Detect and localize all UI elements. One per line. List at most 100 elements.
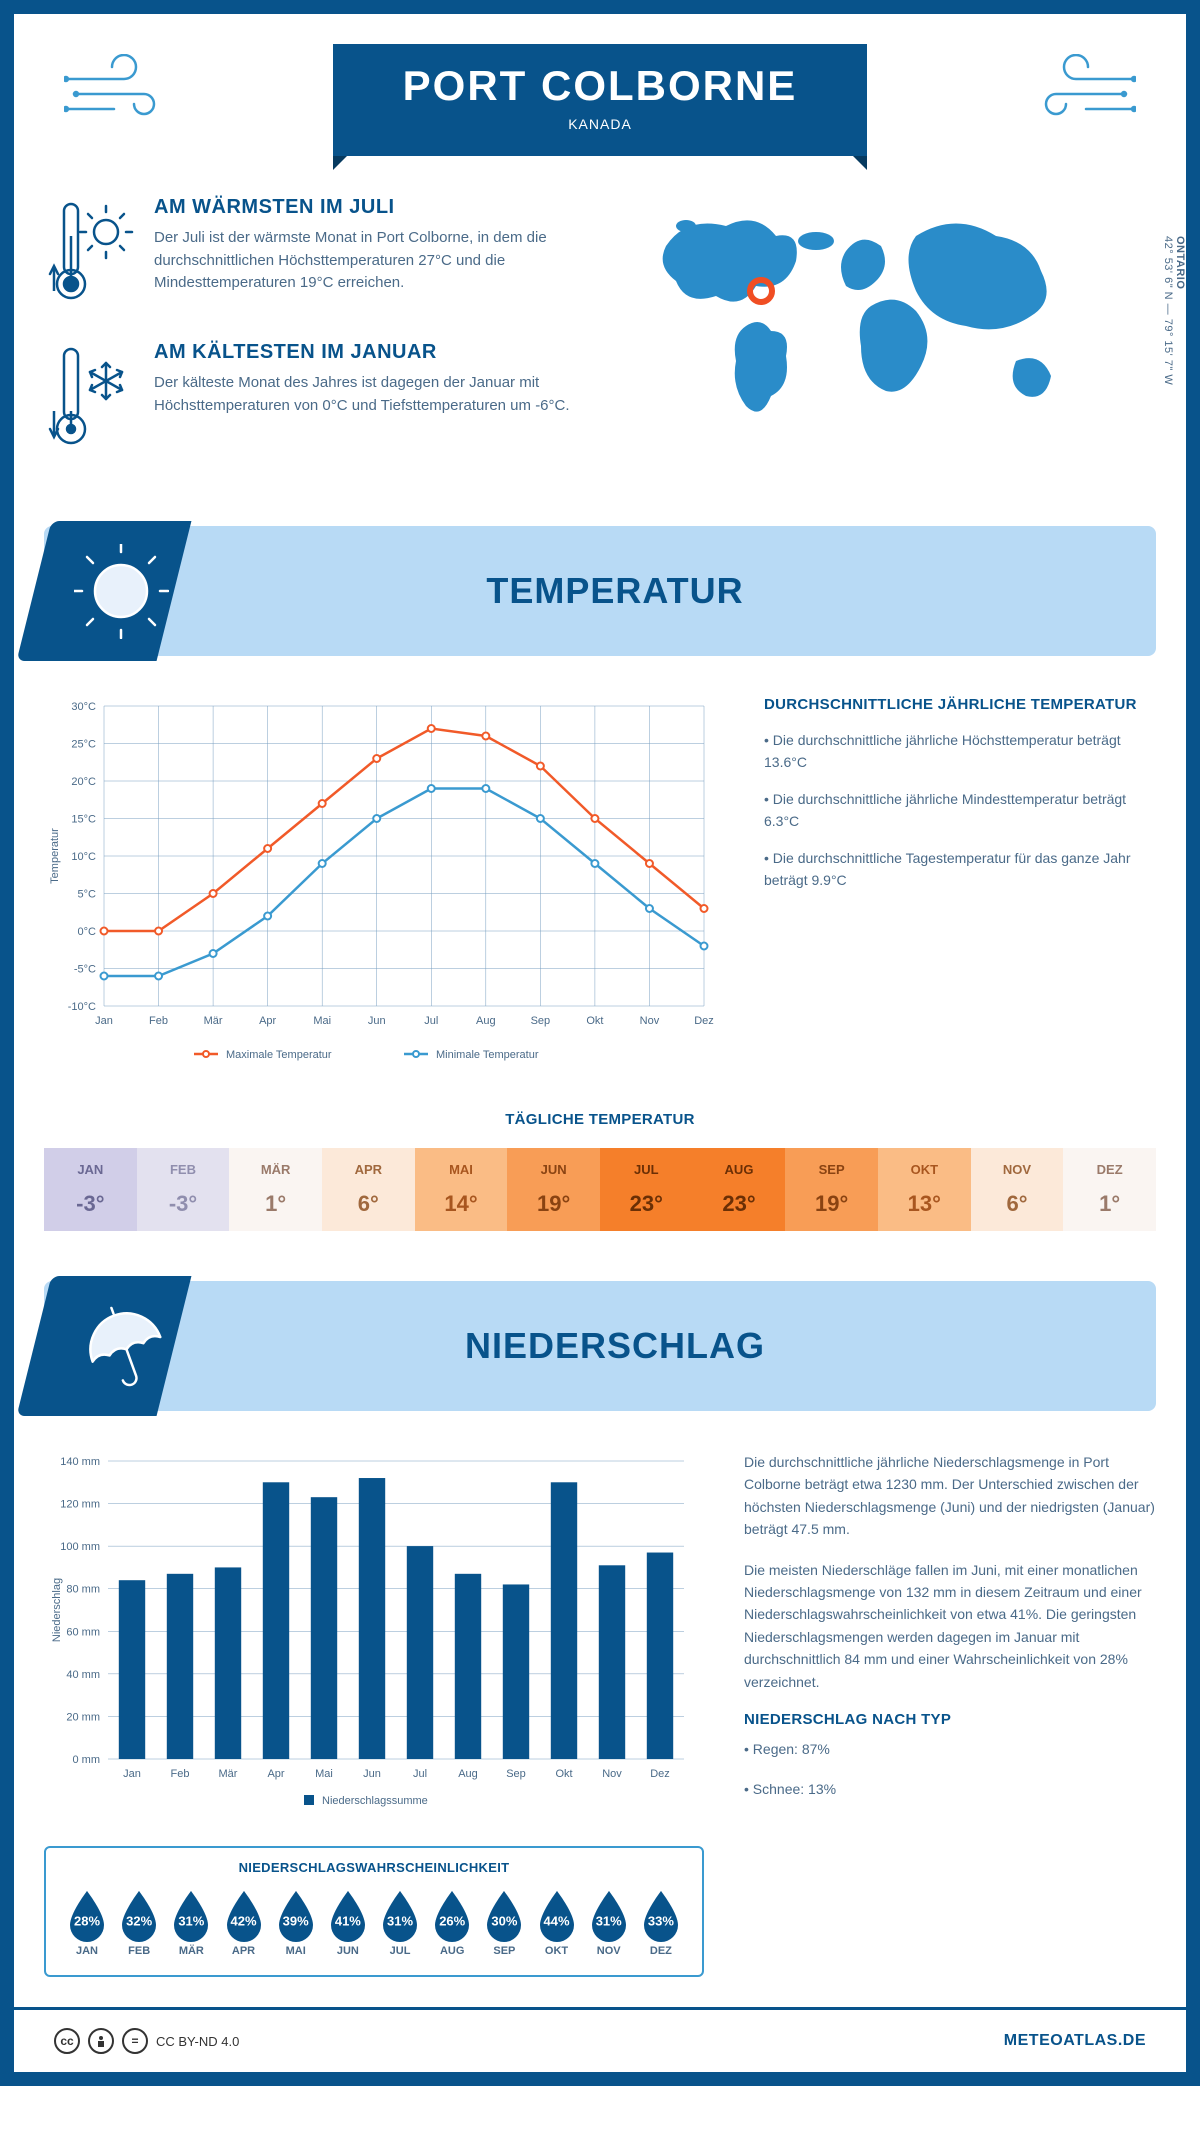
by-icon	[88, 2028, 114, 2054]
month-value: 23°	[693, 1191, 786, 1217]
daily-temp-cell: MÄR 1°	[229, 1148, 322, 1231]
drop-percent: 31%	[178, 1914, 204, 1929]
license-text: CC BY-ND 4.0	[156, 2034, 239, 2049]
temp-info-b3: • Die durchschnittliche Tagestemperatur …	[764, 847, 1156, 892]
month-value: 1°	[229, 1191, 322, 1217]
svg-text:25°C: 25°C	[71, 739, 96, 751]
country-label: KANADA	[403, 116, 798, 132]
precip-prob-drop: 32%FEB	[116, 1889, 162, 1957]
nd-icon: =	[122, 2028, 148, 2054]
sun-icon	[74, 544, 169, 644]
drop-month-label: AUG	[429, 1945, 475, 1957]
temp-info-heading: DURCHSCHNITTLICHE JÄHRLICHE TEMPERATUR	[764, 696, 1156, 713]
svg-text:Dez: Dez	[694, 1015, 714, 1027]
svg-text:20°C: 20°C	[71, 776, 96, 788]
drop-month-label: SEP	[481, 1945, 527, 1957]
svg-text:140 mm: 140 mm	[60, 1456, 100, 1468]
month-label: JAN	[44, 1162, 137, 1177]
drop-percent: 44%	[544, 1914, 570, 1929]
world-map: ONTARIO 42° 53' 6" N — 79° 15' 7" W	[636, 196, 1156, 486]
drop-month-label: MÄR	[168, 1945, 214, 1957]
svg-text:Sep: Sep	[531, 1015, 551, 1027]
temperature-line-chart: -10°C-5°C0°C5°C10°C15°C20°C25°C30°CJanFe…	[44, 696, 724, 1081]
month-value: 14°	[415, 1191, 508, 1217]
svg-text:40 mm: 40 mm	[66, 1669, 100, 1681]
warmest-body: Der Juli ist der wärmste Monat in Port C…	[154, 227, 596, 295]
temperature-section-header: TEMPERATUR	[44, 526, 1156, 656]
svg-text:Temperatur: Temperatur	[49, 828, 61, 884]
precip-rain: • Regen: 87%	[744, 1738, 1156, 1760]
svg-text:10°C: 10°C	[71, 851, 96, 863]
precip-prob-drop: 31%NOV	[586, 1889, 632, 1957]
month-value: 13°	[878, 1191, 971, 1217]
precip-prob-drop: 28% JAN	[64, 1889, 110, 1957]
svg-text:Okt: Okt	[555, 1768, 572, 1780]
drop-month-label: FEB	[116, 1945, 162, 1957]
svg-text:Feb: Feb	[171, 1768, 190, 1780]
footer: cc = CC BY-ND 4.0 METEOATLAS.DE	[14, 2007, 1186, 2072]
svg-text:-10°C: -10°C	[68, 1001, 96, 1013]
month-label: APR	[322, 1162, 415, 1177]
precip-text-column: Die durchschnittliche jährliche Niedersc…	[744, 1451, 1156, 1977]
daily-temp-cell: JUN 19°	[507, 1148, 600, 1231]
site-name: METEOATLAS.DE	[1004, 2032, 1146, 2050]
drop-percent: 42%	[231, 1914, 257, 1929]
cc-icon: cc	[54, 2028, 80, 2054]
svg-text:Nov: Nov	[602, 1768, 622, 1780]
month-label: FEB	[137, 1162, 230, 1177]
precip-prob-drop: 33%DEZ	[638, 1889, 684, 1957]
svg-text:15°C: 15°C	[71, 814, 96, 826]
svg-text:Okt: Okt	[586, 1015, 603, 1027]
city-title: PORT COLBORNE	[403, 62, 798, 110]
latlon-label: 42° 53' 6" N — 79° 15' 7" W	[1162, 236, 1174, 385]
temp-info-b1: • Die durchschnittliche jährliche Höchst…	[764, 729, 1156, 774]
svg-text:Dez: Dez	[650, 1768, 670, 1780]
svg-text:Niederschlagssumme: Niederschlagssumme	[322, 1795, 428, 1807]
month-value: 1°	[1063, 1191, 1156, 1217]
month-value: 6°	[971, 1191, 1064, 1217]
month-value: 19°	[507, 1191, 600, 1217]
infographic-page: PORT COLBORNE KANADA AM WÄRMSTEN IM JULI…	[0, 0, 1200, 2086]
svg-text:0°C: 0°C	[78, 926, 97, 938]
drop-percent: 30%	[491, 1914, 517, 1929]
drop-percent: 28%	[74, 1914, 100, 1929]
precip-snow: • Schnee: 13%	[744, 1778, 1156, 1800]
region-label: ONTARIO	[1174, 236, 1186, 289]
title-ribbon: PORT COLBORNE KANADA	[333, 44, 868, 156]
drop-month-label: JAN	[64, 1945, 110, 1957]
precip-prob-title: NIEDERSCHLAGSWAHRSCHEINLICHKEIT	[64, 1860, 684, 1875]
svg-text:Aug: Aug	[476, 1015, 496, 1027]
svg-text:Aug: Aug	[458, 1768, 478, 1780]
month-label: DEZ	[1063, 1162, 1156, 1177]
precip-prob-drop: 31%JUL	[377, 1889, 423, 1957]
temp-info-b2: • Die durchschnittliche jährliche Mindes…	[764, 788, 1156, 833]
month-value: -3°	[137, 1191, 230, 1217]
daily-temp-cell: SEP19°	[785, 1148, 878, 1231]
month-label: AUG	[693, 1162, 786, 1177]
month-value: 23°	[600, 1191, 693, 1217]
svg-text:Feb: Feb	[149, 1015, 168, 1027]
precip-section-header: NIEDERSCHLAG	[44, 1281, 1156, 1411]
drop-percent: 26%	[439, 1914, 465, 1929]
coldest-body: Der kälteste Monat des Jahres ist dagege…	[154, 372, 596, 417]
coldest-heading: AM KÄLTESTEN IM JANUAR	[154, 341, 596, 364]
intro-row: AM WÄRMSTEN IM JULI Der Juli ist der wär…	[44, 196, 1156, 486]
svg-text:Mär: Mär	[204, 1015, 223, 1027]
svg-text:Jan: Jan	[123, 1768, 141, 1780]
svg-text:Minimale Temperatur: Minimale Temperatur	[436, 1049, 539, 1061]
drop-month-label: OKT	[534, 1945, 580, 1957]
intro-text-column: AM WÄRMSTEN IM JULI Der Juli ist der wär…	[44, 196, 596, 486]
svg-text:Jun: Jun	[363, 1768, 381, 1780]
svg-text:0 mm: 0 mm	[73, 1754, 101, 1766]
umbrella-icon	[74, 1299, 169, 1399]
month-label: MAI	[415, 1162, 508, 1177]
svg-text:60 mm: 60 mm	[66, 1626, 100, 1638]
precip-prob-drop: 41%JUN	[325, 1889, 371, 1957]
precip-p2: Die meisten Niederschläge fallen im Juni…	[744, 1559, 1156, 1693]
precip-section-title: NIEDERSCHLAG	[174, 1325, 1156, 1367]
precip-bar-chart: 0 mm20 mm40 mm60 mm80 mm100 mm120 mm140 …	[44, 1451, 704, 1821]
month-label: JUN	[507, 1162, 600, 1177]
month-label: MÄR	[229, 1162, 322, 1177]
month-label: OKT	[878, 1162, 971, 1177]
month-label: JUL	[600, 1162, 693, 1177]
